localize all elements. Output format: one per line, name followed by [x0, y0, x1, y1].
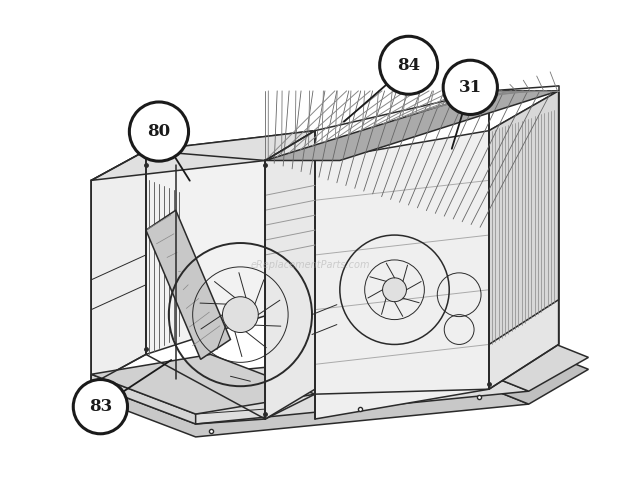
- Polygon shape: [489, 91, 559, 344]
- Polygon shape: [146, 130, 315, 354]
- Circle shape: [73, 379, 128, 434]
- Circle shape: [379, 36, 438, 94]
- Polygon shape: [91, 354, 315, 414]
- Text: 84: 84: [397, 57, 420, 74]
- Polygon shape: [265, 91, 559, 161]
- Circle shape: [383, 278, 407, 302]
- Text: eReplacementParts.com: eReplacementParts.com: [250, 260, 370, 270]
- Polygon shape: [91, 365, 529, 437]
- Circle shape: [130, 102, 188, 161]
- Polygon shape: [429, 329, 588, 404]
- Polygon shape: [91, 130, 315, 180]
- Text: 31: 31: [459, 79, 482, 96]
- Polygon shape: [91, 351, 529, 424]
- Polygon shape: [91, 151, 146, 384]
- Polygon shape: [146, 210, 231, 359]
- Polygon shape: [429, 318, 588, 391]
- Text: 80: 80: [148, 123, 171, 140]
- Circle shape: [443, 60, 497, 115]
- Polygon shape: [265, 130, 315, 419]
- Text: 83: 83: [89, 398, 112, 415]
- Circle shape: [223, 297, 259, 332]
- Polygon shape: [315, 130, 489, 419]
- Polygon shape: [489, 91, 559, 389]
- Polygon shape: [91, 374, 196, 424]
